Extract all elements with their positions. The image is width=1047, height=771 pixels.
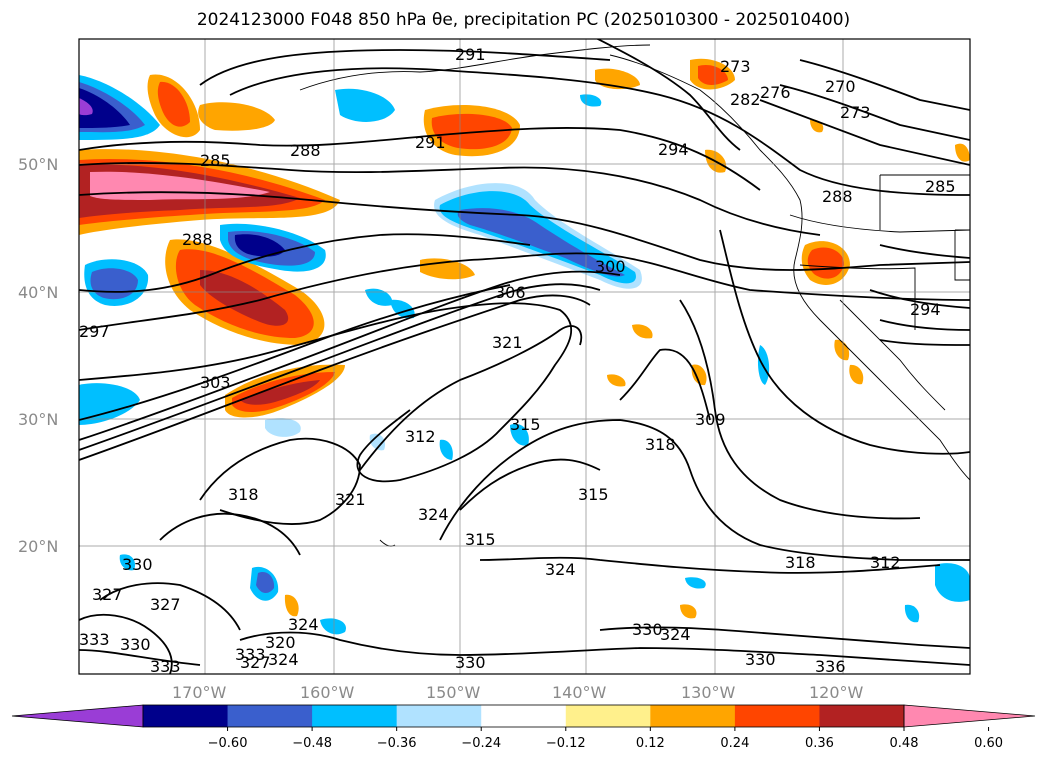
contour-label: 288 <box>182 230 213 249</box>
colorbar-swatch <box>481 705 567 727</box>
contour-label: 327 <box>92 585 123 604</box>
contour-label: 321 <box>492 333 523 352</box>
colorbar: −0.60 −0.48 −0.36 −0.24 −0.12 0.12 0.24 0.36 0.4… <box>11 704 1036 751</box>
contour-label: 291 <box>415 133 446 152</box>
contour-label: 330 <box>122 555 153 574</box>
coastlines <box>299 44 970 547</box>
lon-label: 150°W <box>426 683 481 702</box>
colorbar-frame <box>142 704 905 728</box>
contour-label: 294 <box>658 140 689 159</box>
contour-label: 320 <box>265 633 296 652</box>
contour-label: 294 <box>910 300 941 319</box>
contour-label: 327 <box>240 653 271 672</box>
colorbar-tick-label: −0.36 <box>377 736 417 751</box>
contour-label: 324 <box>268 650 299 669</box>
contour-label: 297 <box>79 322 110 341</box>
contour-label: 318 <box>785 553 816 572</box>
contour-label: 276 <box>760 83 791 102</box>
map-panel <box>79 39 970 674</box>
colorbar-swatch <box>819 705 905 727</box>
contour-label: 312 <box>870 553 901 572</box>
colorbar-extend-low <box>11 704 144 728</box>
colorbar-tick-label: 0.36 <box>805 736 834 751</box>
colorbar-swatch <box>312 705 398 727</box>
lon-label: 160°W <box>300 683 355 702</box>
contour-label: 330 <box>120 635 151 654</box>
contour-label: 321 <box>335 490 366 509</box>
colorbar-swatch <box>565 705 651 727</box>
lon-label: 170°W <box>172 683 227 702</box>
colorbar-swatch <box>650 705 736 727</box>
contour-label: 288 <box>822 187 853 206</box>
lat-label: 30°N <box>18 410 58 429</box>
lon-label: 130°W <box>681 683 736 702</box>
contour-label: 324 <box>418 505 449 524</box>
contour-label: 303 <box>200 373 231 392</box>
contour-label: 309 <box>695 410 726 429</box>
graticule <box>79 39 970 674</box>
colorbar-swatch <box>396 705 482 727</box>
contour-label: 306 <box>495 283 526 302</box>
lat-label: 50°N <box>18 155 58 174</box>
contour-label: 333 <box>79 630 110 649</box>
colorbar-tick-label: −0.60 <box>208 736 248 751</box>
contour-label: 327 <box>150 595 181 614</box>
colorbar-tick-label: −0.48 <box>292 736 332 751</box>
contour-label: 315 <box>578 485 609 504</box>
colorbar-tick-label: 0.48 <box>890 736 919 751</box>
contour-label: 336 <box>815 657 846 676</box>
contour-label: 315 <box>510 415 541 434</box>
contour-label: 285 <box>925 177 956 196</box>
precip-shading <box>79 58 970 635</box>
contour-label: 318 <box>228 485 259 504</box>
contour-label: 324 <box>660 625 691 644</box>
map-title: 2024123000 F048 850 hPa θe, precipitatio… <box>196 10 851 30</box>
map-frame <box>78 38 971 675</box>
contour-label: 291 <box>455 45 486 64</box>
lat-label: 40°N <box>18 283 58 302</box>
colorbar-tick-label: −0.12 <box>546 736 586 751</box>
contour-label: 324 <box>545 560 576 579</box>
colorbar-tick-label: 0.12 <box>636 736 665 751</box>
colorbar-swatch <box>734 705 820 727</box>
contour-label: 333 <box>150 657 181 676</box>
theta-e-contours <box>79 39 970 674</box>
contour-label: 333 <box>235 645 266 664</box>
lon-label: 140°W <box>552 683 607 702</box>
colorbar-tick-label: −0.24 <box>461 736 501 751</box>
contour-label: 315 <box>465 530 496 549</box>
colorbar-swatch <box>227 705 313 727</box>
contour-label: 285 <box>200 151 231 170</box>
colorbar-tick-label: 0.60 <box>974 736 1003 751</box>
contour-label: 324 <box>288 615 319 634</box>
contour-label: 273 <box>840 103 871 122</box>
contour-label: 270 <box>825 77 856 96</box>
contour-label: 312 <box>405 427 436 446</box>
lon-label: 120°W <box>809 683 864 702</box>
contour-label: 330 <box>455 653 486 672</box>
contour-label: 318 <box>645 435 676 454</box>
colorbar-extend-high <box>903 704 1036 728</box>
contour-label-group: 291 273 270 276 282 273 291 288 294 285 … <box>79 45 956 676</box>
colorbar-swatch <box>143 705 229 727</box>
latitude-labels: 50°N 40°N 30°N 20°N <box>18 155 58 556</box>
contour-label: 282 <box>730 90 761 109</box>
contour-label: 300 <box>595 257 626 276</box>
contour-label: 330 <box>745 650 776 669</box>
contour-label: 273 <box>720 57 751 76</box>
lat-label: 20°N <box>18 537 58 556</box>
colorbar-tick-label: 0.24 <box>720 736 749 751</box>
contour-label: 288 <box>290 141 321 160</box>
longitude-labels: 170°W 160°W 150°W 140°W 130°W 120°W <box>172 683 864 702</box>
contour-label: 330 <box>632 620 663 639</box>
